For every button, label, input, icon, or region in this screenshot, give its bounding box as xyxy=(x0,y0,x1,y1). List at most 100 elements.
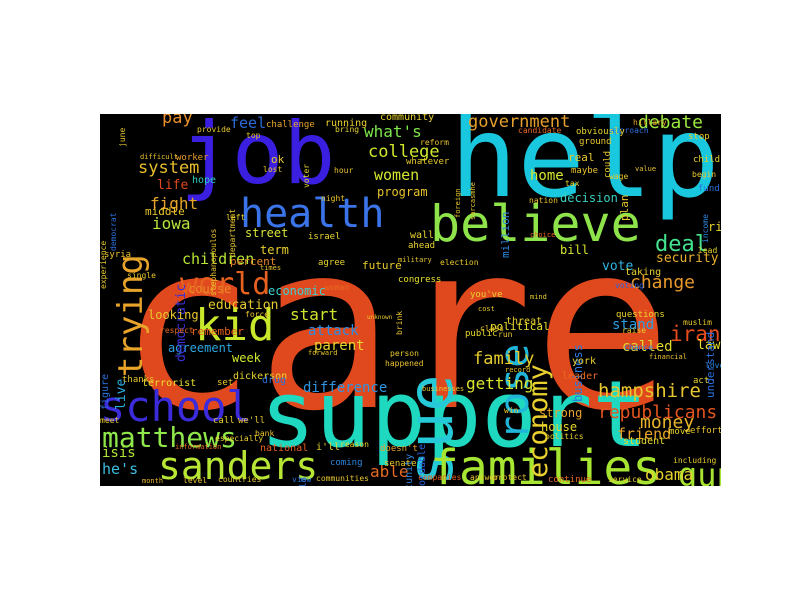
word-businesses: businesses xyxy=(422,385,465,393)
word-congress: congress xyxy=(398,275,442,285)
word-iran: iran xyxy=(670,322,721,346)
word-muslim: muslim xyxy=(683,318,712,327)
word-class: class xyxy=(480,324,505,333)
word-worker: worker xyxy=(176,153,209,163)
word-program: program xyxy=(377,185,428,199)
word-meet: meet xyxy=(100,416,120,425)
word-value: value xyxy=(635,165,657,173)
word-fight: fight xyxy=(150,194,199,213)
word-hope: hope xyxy=(192,175,217,186)
word-attack: attack xyxy=(308,323,359,339)
word-able: able xyxy=(370,462,409,481)
word-continue: continue xyxy=(548,475,592,485)
word-forward: forward xyxy=(308,349,338,357)
word-politics: politics xyxy=(545,432,584,441)
word-challenge: challenge xyxy=(266,120,315,130)
word-public: public xyxy=(465,329,498,339)
word-threat: threat xyxy=(506,316,543,327)
word-person: person xyxy=(390,349,419,358)
word-child: child xyxy=(693,155,721,165)
word-world: world xyxy=(180,267,271,302)
word-choice: choice xyxy=(530,231,556,239)
word-agreement: agreement xyxy=(168,341,234,355)
word-hour: hour xyxy=(334,166,354,175)
word-communities: communities xyxy=(316,474,369,483)
word-israel: israel xyxy=(308,232,341,242)
word-cloud: care support help job issue believe fami… xyxy=(100,114,721,486)
word-love: love xyxy=(705,361,721,370)
word-real: real xyxy=(568,151,595,164)
word-stop: stop xyxy=(688,132,710,142)
word-brink: brink xyxy=(395,310,404,335)
word-reform: reform xyxy=(420,138,449,147)
word-week: week xyxy=(232,351,261,365)
word-believe: believe xyxy=(430,195,641,253)
word-top: top xyxy=(246,131,261,140)
word-terrorist: terrorist xyxy=(142,378,197,389)
word-wall: wall xyxy=(410,230,435,241)
word-taking: taking xyxy=(625,267,662,278)
word-help: help xyxy=(450,114,720,223)
word-ahead: ahead xyxy=(408,241,436,251)
word-school: school xyxy=(100,382,252,431)
word-debate: debate xyxy=(638,114,704,133)
word-feel: feel xyxy=(230,114,267,132)
word-figure: figure xyxy=(100,373,111,410)
word-national: national xyxy=(260,443,309,454)
word-coming: coming xyxy=(330,458,363,468)
word-system: system xyxy=(138,158,200,178)
word-parent: parent xyxy=(314,338,365,354)
word-election: election xyxy=(440,258,479,267)
word-cost: cost xyxy=(478,305,495,313)
word-financial: financial xyxy=(649,353,687,361)
word-month: month xyxy=(142,477,164,485)
word-dickerson: dickerson xyxy=(233,371,288,382)
word-obviously: obviously xyxy=(576,127,625,137)
word-wage: wage xyxy=(609,172,629,181)
word-ok: ok xyxy=(271,153,285,166)
word-youve: you've xyxy=(470,290,503,300)
word-view: view xyxy=(292,475,312,484)
word-care: care xyxy=(118,195,672,462)
word-college: college xyxy=(368,142,440,162)
word-difference: difference xyxy=(303,380,388,396)
word-provide: provide xyxy=(197,125,231,134)
word-whats: what's xyxy=(364,122,422,141)
word-well: we'll xyxy=(238,416,266,426)
word-percent: percent xyxy=(230,255,277,268)
word-whatever: whatever xyxy=(406,157,450,167)
word-strong: strong xyxy=(539,406,583,420)
word-drug: drug xyxy=(262,375,287,386)
word-lost: lost xyxy=(263,165,283,174)
word-difficult: difficult xyxy=(140,153,178,161)
word-vote: vote xyxy=(602,259,634,274)
word-looking: looking xyxy=(148,308,199,322)
word-health: health xyxy=(240,191,385,237)
word-middle: middle xyxy=(145,205,185,218)
word-money: money xyxy=(640,412,695,433)
word-getting: getting xyxy=(466,374,534,393)
word-run: run xyxy=(498,330,513,339)
word-especially: especially xyxy=(215,434,264,443)
word-start: start xyxy=(290,305,339,324)
word-law: law xyxy=(697,338,721,353)
word-plan: plan xyxy=(618,194,631,222)
word-bring: bring xyxy=(335,125,360,134)
word-move: move xyxy=(669,427,691,437)
word-including: including xyxy=(673,456,717,465)
word-children: children xyxy=(182,250,255,268)
word-countries: countries xyxy=(218,475,262,484)
word-community: community xyxy=(380,114,435,123)
word-set: set xyxy=(217,378,234,388)
word-iowa: iowa xyxy=(152,214,191,233)
word-women: women xyxy=(374,166,420,184)
word-matthews: matthews xyxy=(102,421,237,454)
word-left: left xyxy=(226,213,246,222)
word-effort: effort xyxy=(690,426,721,436)
word-win: win xyxy=(504,406,519,415)
word-home: home xyxy=(530,168,564,184)
word-family: family xyxy=(473,349,535,369)
word-street: street xyxy=(245,226,289,240)
word-stand: stand xyxy=(612,317,655,333)
word-isis: isis xyxy=(102,445,136,461)
